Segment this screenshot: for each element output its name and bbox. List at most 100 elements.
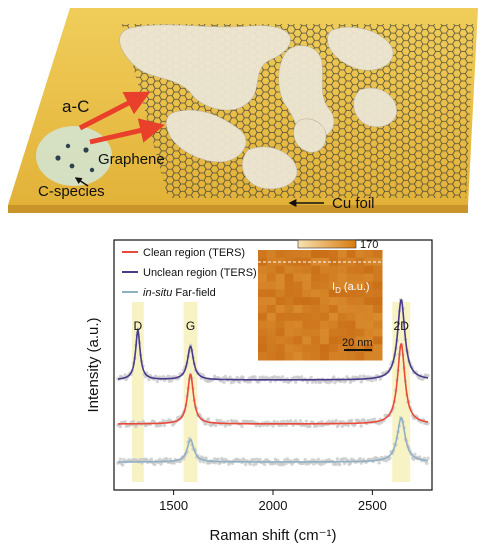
arrow-to-graphene-icon — [89, 118, 165, 145]
legend-label-farfield-prefix: in-situ — [143, 287, 172, 299]
inset-map-cell — [275, 344, 286, 353]
inset-map-cell — [346, 250, 356, 259]
series-noise-1 — [116, 342, 430, 429]
inset-map-cell — [346, 320, 356, 330]
inset-map-cell — [293, 328, 303, 337]
inset-map-cell — [311, 312, 321, 322]
c-species-pointer-icon — [74, 177, 89, 187]
inset-map-cell — [364, 297, 374, 306]
inset-map-cell — [302, 336, 312, 345]
inset-map-cell — [320, 305, 330, 314]
noise-point — [222, 380, 226, 384]
inset-map-cell — [320, 281, 330, 290]
noise-point — [413, 452, 417, 456]
label-cu-foil: Cu foil — [332, 195, 375, 212]
inset-map-cell — [258, 281, 268, 290]
inset-map-cell — [302, 344, 312, 353]
noise-point — [172, 461, 176, 465]
inset-map-cell — [302, 250, 312, 259]
inset-map-cell — [284, 250, 294, 259]
inset-map-cell — [337, 297, 348, 306]
noise-point — [299, 375, 304, 379]
inset-map-cell — [328, 250, 339, 259]
inset-map-cell — [364, 312, 374, 322]
inset-map-cell — [328, 281, 339, 290]
inset-map-cell — [258, 257, 268, 267]
inset-map-cell — [337, 312, 348, 322]
inset-map-cell — [302, 265, 312, 275]
noise-point — [280, 375, 285, 379]
inset-map-cell — [355, 320, 365, 330]
noise-point — [268, 379, 273, 384]
highlight-band-0 — [131, 302, 144, 482]
inset-map-cell — [302, 312, 312, 322]
inset-map-cell — [284, 344, 294, 353]
inset-map-cell — [320, 265, 330, 275]
noise-point — [237, 380, 242, 384]
inset-map-cell — [346, 257, 356, 267]
raman-chart: 1500 2000 2500 D G 2D Intensity (a.u.) Raman… — [85, 239, 433, 544]
noise-point — [342, 461, 347, 466]
inset-map-cell — [337, 257, 348, 267]
inset-map-cell — [328, 273, 339, 282]
noise-point — [271, 424, 275, 428]
noise-point — [206, 417, 211, 421]
inset-map-cell — [266, 265, 277, 275]
inset-map-cell — [355, 297, 365, 306]
inset-map-cell — [293, 273, 303, 282]
inset-map-cell — [266, 250, 277, 259]
inset-map-cell — [284, 265, 294, 275]
legend-label-farfield-rest: Far-field — [172, 287, 215, 299]
inset-map-cell — [258, 344, 268, 353]
noise-point — [425, 461, 429, 465]
noise-point — [320, 420, 324, 424]
noise-point — [303, 458, 307, 462]
inset-map-cell — [355, 312, 365, 322]
inset-map-cell — [302, 297, 312, 306]
inset-map-cell — [337, 352, 348, 361]
noise-point — [204, 456, 208, 460]
inset-map-cell — [346, 352, 356, 361]
noise-point — [332, 375, 336, 379]
inset-map-cell — [373, 250, 383, 259]
inset-map-cell — [258, 297, 268, 306]
noise-point — [257, 380, 261, 384]
inset-map-cell — [346, 265, 356, 275]
noise-point — [426, 456, 430, 460]
inset-map-cell — [293, 289, 303, 298]
inset-map-cell — [293, 250, 303, 259]
inset-map-cell — [302, 328, 312, 337]
inset-map-cell — [302, 320, 312, 330]
noise-point — [254, 462, 258, 466]
legend-label-clean: Clean region (TERS) — [143, 247, 245, 259]
inset-map-cell — [373, 289, 383, 298]
inset-map-cell — [337, 305, 348, 314]
inset-map-cell — [373, 352, 383, 361]
inset-map-cell — [311, 250, 321, 259]
inset-map-cell — [320, 312, 330, 322]
inset-map-cell — [364, 320, 374, 330]
legend-label-unclean: Unclean region (TERS) — [143, 267, 257, 279]
inset-map-cell — [364, 328, 374, 337]
inset-map-cell — [266, 273, 277, 282]
inset-map-label-main: I — [332, 281, 335, 293]
noise-point — [426, 374, 430, 378]
inset-map-cell — [311, 320, 321, 330]
noise-point — [248, 462, 252, 466]
inset-map-cell — [258, 352, 268, 361]
inset-map-cell — [355, 336, 365, 345]
inset-map-cell — [293, 265, 303, 275]
inset-map-cell — [364, 273, 374, 282]
inset-map-cell — [302, 281, 312, 290]
x-tick-label-2: 2500 — [358, 498, 387, 513]
noise-point — [228, 375, 232, 379]
noise-point — [155, 379, 159, 384]
noise-point — [309, 375, 313, 380]
inset-map-cell — [258, 320, 268, 330]
inset-map-cell — [275, 305, 286, 314]
noise-point — [334, 418, 338, 423]
inset-map-cell — [293, 312, 303, 322]
inset-map-cell — [337, 344, 348, 353]
inset-map-cell — [311, 344, 321, 353]
inset-map-cell — [284, 336, 294, 345]
